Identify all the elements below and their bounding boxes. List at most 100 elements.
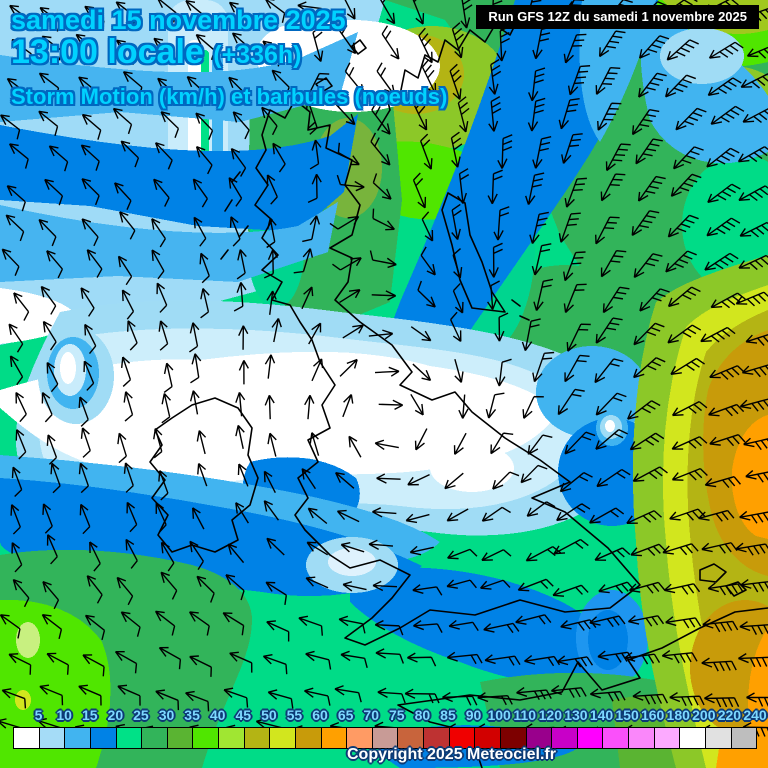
wind-barb (370, 132, 391, 166)
wind-barb (710, 292, 746, 309)
wind-barb (735, 542, 768, 556)
wind-barb (594, 358, 624, 384)
wind-barb (412, 363, 432, 382)
wind-barb (627, 400, 661, 420)
wind-barb (450, 131, 463, 168)
wind-barb (46, 250, 64, 279)
wind-barb (339, 289, 361, 304)
wind-barb (309, 139, 322, 170)
wind-barb (706, 217, 741, 237)
wind-barb (337, 20, 357, 55)
wind-barb (488, 58, 502, 95)
wind-barb (8, 143, 29, 169)
wind-barb (743, 437, 768, 451)
wind-barb (738, 653, 768, 668)
wind-barb (228, 177, 243, 207)
wind-barb (50, 462, 61, 494)
wind-barb (185, 0, 206, 26)
wind-barb (263, 470, 276, 494)
wind-barb (526, 501, 556, 517)
wind-barb (412, 172, 427, 209)
wind-barb (78, 76, 99, 102)
wind-barb (376, 62, 396, 97)
wind-barb (266, 290, 277, 315)
copyright-notice: Copyright 2025 Meteociel.fr (347, 746, 556, 763)
wind-barb (304, 72, 330, 101)
wind-barb (414, 428, 428, 451)
wind-barb (185, 690, 210, 712)
wind-barb (336, 174, 365, 192)
legend-cell (90, 728, 117, 748)
wind-barb (671, 400, 708, 417)
wind-barb (413, 620, 443, 633)
wind-barb (38, 218, 57, 247)
wind-barb (630, 543, 667, 557)
legend-cell (424, 728, 450, 748)
wind-barb (114, 651, 138, 674)
wind-barb (635, 138, 663, 165)
wind-barb (374, 619, 404, 636)
wind-barb (151, 218, 166, 248)
wind-barb (449, 311, 462, 342)
legend-cell (680, 728, 706, 748)
wind-barb (702, 618, 739, 633)
legend-cell (552, 728, 578, 748)
wind-barb (228, 76, 247, 104)
wind-barb (230, 147, 247, 177)
wind-barb (631, 210, 660, 236)
wind-barb (632, 466, 668, 482)
wind-barb (407, 473, 430, 486)
wind-barb (670, 173, 702, 197)
wind-barb (195, 33, 216, 60)
wind-barb (233, 281, 247, 312)
wind-barb (41, 613, 63, 640)
wind-barb (189, 390, 200, 415)
wind-barb (633, 322, 665, 346)
legend-cell (654, 728, 681, 748)
wind-barb (597, 650, 634, 663)
wind-barb (371, 101, 391, 135)
wind-barb (261, 106, 278, 136)
wind-barb (639, 288, 670, 312)
wind-barb (335, 472, 355, 489)
wind-barb (262, 654, 288, 675)
wind-barb (344, 62, 366, 96)
wind-barb (553, 538, 589, 555)
wind-barb (564, 177, 587, 208)
coastlines (149, 1, 768, 768)
wind-barb (311, 358, 324, 382)
wind-barb (484, 654, 521, 666)
wind-barb (298, 615, 324, 636)
wind-barb (632, 690, 669, 705)
wind-barb (266, 217, 277, 249)
wind-barb (160, 541, 175, 572)
wind-barb (255, 718, 288, 739)
wind-barb (374, 366, 400, 377)
wind-barb (409, 545, 434, 556)
wind-barb (238, 325, 249, 350)
wind-barb (481, 506, 511, 522)
wind-barb (121, 289, 135, 320)
wind-barb (598, 581, 635, 594)
wind-barb (264, 394, 275, 420)
wind-barb (271, 318, 282, 343)
wind-barb (417, 280, 436, 308)
wind-barb (332, 257, 362, 271)
wind-barb (709, 365, 746, 380)
wind-barb (86, 575, 103, 604)
legend-cell (500, 728, 527, 748)
wind-barb (0, 114, 21, 140)
wind-barb (558, 212, 581, 243)
legend-cell (372, 728, 399, 748)
wind-barb (745, 331, 768, 346)
legend-cell (14, 728, 40, 748)
wind-barb (0, 718, 29, 740)
wind-barb (13, 292, 30, 321)
wind-barb (116, 576, 134, 606)
wind-barb (11, 542, 23, 573)
wind-barb (739, 621, 768, 635)
wind-barb (638, 35, 670, 59)
wind-barb (563, 251, 586, 282)
wind-barb (154, 142, 173, 170)
